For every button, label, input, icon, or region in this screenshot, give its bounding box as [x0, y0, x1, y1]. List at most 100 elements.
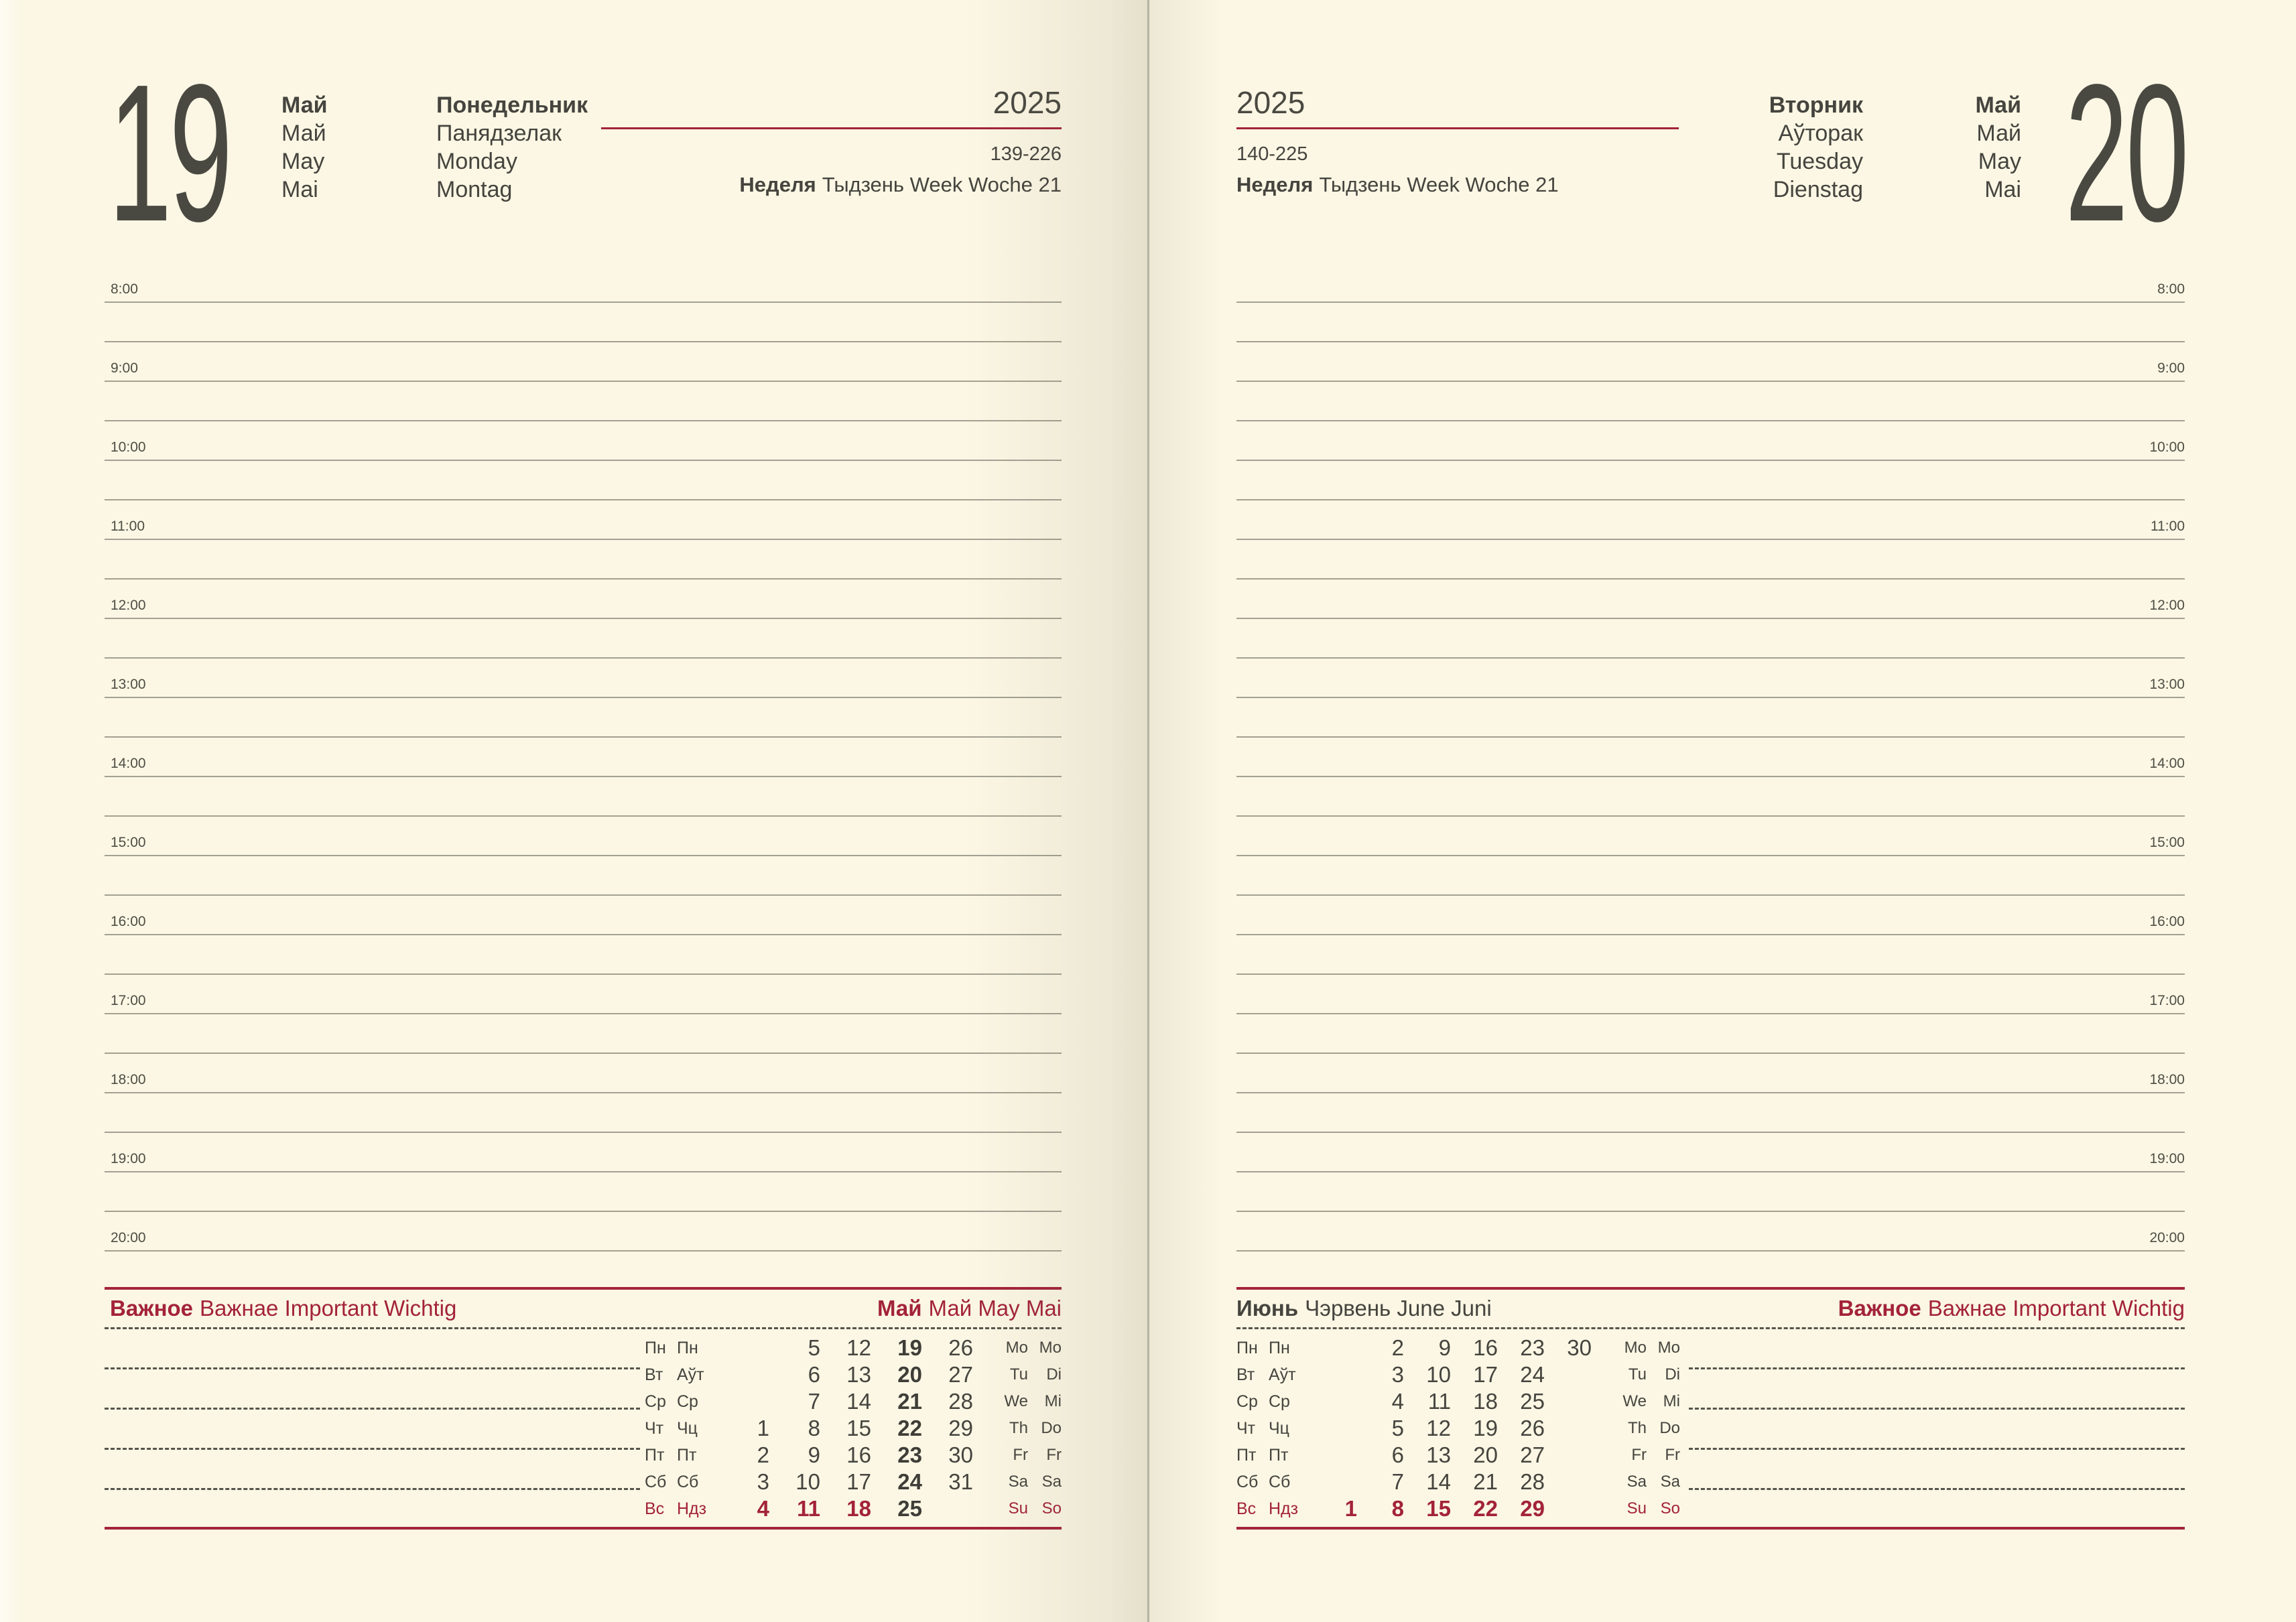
- cal-day: 8: [1391, 1496, 1404, 1521]
- time-label: 10:00: [2149, 440, 2185, 455]
- important-rest: Важнае Important Wichtig: [1927, 1296, 2185, 1321]
- section-rule-bottom-right: [1236, 1527, 2185, 1530]
- cal-weekday-be: Чц: [1269, 1419, 1289, 1438]
- cal-day: 6: [1391, 1442, 1404, 1467]
- note-line: [105, 1488, 640, 1490]
- note-line: [1689, 1367, 2185, 1369]
- weekday-be: Аўторак: [1778, 121, 1863, 146]
- cal-day: 25: [897, 1496, 922, 1521]
- hour-line: [105, 381, 1062, 382]
- cal-spacer: [1592, 1442, 1608, 1469]
- cal-day: 24: [897, 1469, 922, 1494]
- week-label-right: Неделя Тыдзень Week Woche 21: [1236, 173, 1559, 197]
- cal-day: 29: [1520, 1496, 1545, 1521]
- time-label: 14:00: [2149, 756, 2185, 771]
- cal-day: 22: [897, 1416, 922, 1440]
- cal-day: [1545, 1495, 1592, 1522]
- cal-day: 1: [1344, 1496, 1357, 1521]
- cal-weekday-en: Th: [989, 1415, 1028, 1442]
- hour-line: [105, 460, 1062, 461]
- hour-line: [105, 618, 1062, 619]
- hour-line: [1236, 1250, 2185, 1252]
- cal-day: 19: [1473, 1416, 1498, 1440]
- page-edge-highlight: [0, 0, 24, 1622]
- cal-weekday-en: Su: [1627, 1499, 1647, 1517]
- cal-weekday-ru: Вс: [645, 1499, 665, 1518]
- hour-line: [1236, 301, 2185, 303]
- cal-day: 30: [948, 1442, 973, 1467]
- cal-day: 15: [1426, 1496, 1451, 1521]
- cal-day: 29: [948, 1416, 973, 1440]
- year-left: 2025: [993, 84, 1062, 121]
- hour-line: [1236, 1013, 2185, 1014]
- cal-day: 18: [846, 1496, 871, 1521]
- time-label: 12:00: [111, 598, 146, 613]
- note-line: [105, 1448, 640, 1450]
- time-label: 19:00: [2149, 1151, 2185, 1166]
- cal-day: [718, 1335, 769, 1361]
- cal-day: 16: [846, 1442, 871, 1467]
- hour-line: [1236, 539, 2185, 540]
- month-ru: Май: [281, 92, 328, 118]
- hour-line: [1236, 697, 2185, 698]
- cal-weekday-en: Tu: [989, 1361, 1028, 1388]
- half-hour-line: [1236, 736, 2185, 738]
- cal-day: 24: [1520, 1362, 1545, 1387]
- cal-day: 3: [1391, 1362, 1404, 1387]
- cal-day: 14: [1426, 1469, 1451, 1494]
- cal-weekday-en: Tu: [1628, 1365, 1647, 1383]
- cal-weekday-ru: Вс: [1236, 1499, 1257, 1518]
- cal-day: [1545, 1415, 1592, 1442]
- important-heading-left: Важное Важнае Important Wichtig: [110, 1296, 456, 1321]
- cal-day: 21: [1473, 1469, 1498, 1494]
- cal-day: 17: [1473, 1362, 1498, 1387]
- week-label-rest: Тыдзень Week Woche 21: [822, 173, 1062, 196]
- half-hour-line: [1236, 815, 2185, 817]
- cal-day: 22: [1473, 1496, 1498, 1521]
- cal-weekday-ru: Вт: [1236, 1365, 1255, 1384]
- mini-calendar-june: Пн Пн 2 9 16 23 30 Mo Mo Вт Аўт 3 10 17 24 Tu Di Ср Ср 4 11 1…: [1236, 1335, 1680, 1522]
- hour-line: [105, 776, 1062, 777]
- cal-day: 5: [808, 1335, 820, 1360]
- cal-day: [1310, 1442, 1357, 1469]
- section-rule-top-left: [105, 1287, 1062, 1290]
- section-rule-bottom-left: [105, 1527, 1062, 1530]
- calendar-title-bold: Июнь: [1236, 1296, 1299, 1321]
- cal-spacer: [1592, 1361, 1608, 1388]
- half-hour-line: [1236, 657, 2185, 659]
- cal-day: 2: [757, 1442, 769, 1467]
- month-ru: Май: [1975, 92, 2021, 118]
- cal-weekday-en: Fr: [989, 1442, 1028, 1469]
- important-bold: Важное: [110, 1296, 194, 1321]
- half-hour-line: [105, 1132, 1062, 1133]
- cal-weekday-ru: Сб: [1236, 1473, 1259, 1491]
- weekday-de: Montag: [436, 177, 513, 202]
- cal-weekday-de: Sa: [1028, 1469, 1062, 1495]
- weekday-en: Tuesday: [1776, 149, 1863, 174]
- cal-weekday-en: Fr: [1631, 1446, 1647, 1464]
- cal-weekday-ru: Пт: [1236, 1446, 1257, 1465]
- cal-day: 8: [808, 1416, 820, 1440]
- cal-weekday-ru: Пт: [645, 1446, 665, 1465]
- half-hour-line: [105, 973, 1062, 975]
- cal-day: 25: [1520, 1389, 1545, 1414]
- month-be: Май: [1976, 121, 2021, 146]
- half-hour-line: [1236, 1132, 2185, 1133]
- time-label: 9:00: [2157, 360, 2185, 376]
- time-label: 20:00: [111, 1230, 146, 1245]
- half-hour-line: [1236, 499, 2185, 500]
- time-label: 14:00: [111, 756, 146, 771]
- time-label: 15:00: [111, 835, 146, 850]
- cal-weekday-be: Аўт: [677, 1365, 704, 1384]
- cal-day: 31: [948, 1469, 973, 1494]
- hour-line: [1236, 1171, 2185, 1172]
- cal-day: 21: [897, 1389, 922, 1414]
- time-label: 8:00: [2157, 281, 2185, 297]
- cal-weekday-be: Ндз: [1269, 1499, 1299, 1518]
- time-label: 17:00: [2149, 993, 2185, 1008]
- weekday-names-left: Понедельник Панядзелак Monday Montag: [436, 91, 588, 204]
- half-hour-line: [1236, 578, 2185, 580]
- month-names-left: Май Май May Mai: [281, 91, 328, 204]
- cal-weekday-be: Пт: [677, 1446, 697, 1465]
